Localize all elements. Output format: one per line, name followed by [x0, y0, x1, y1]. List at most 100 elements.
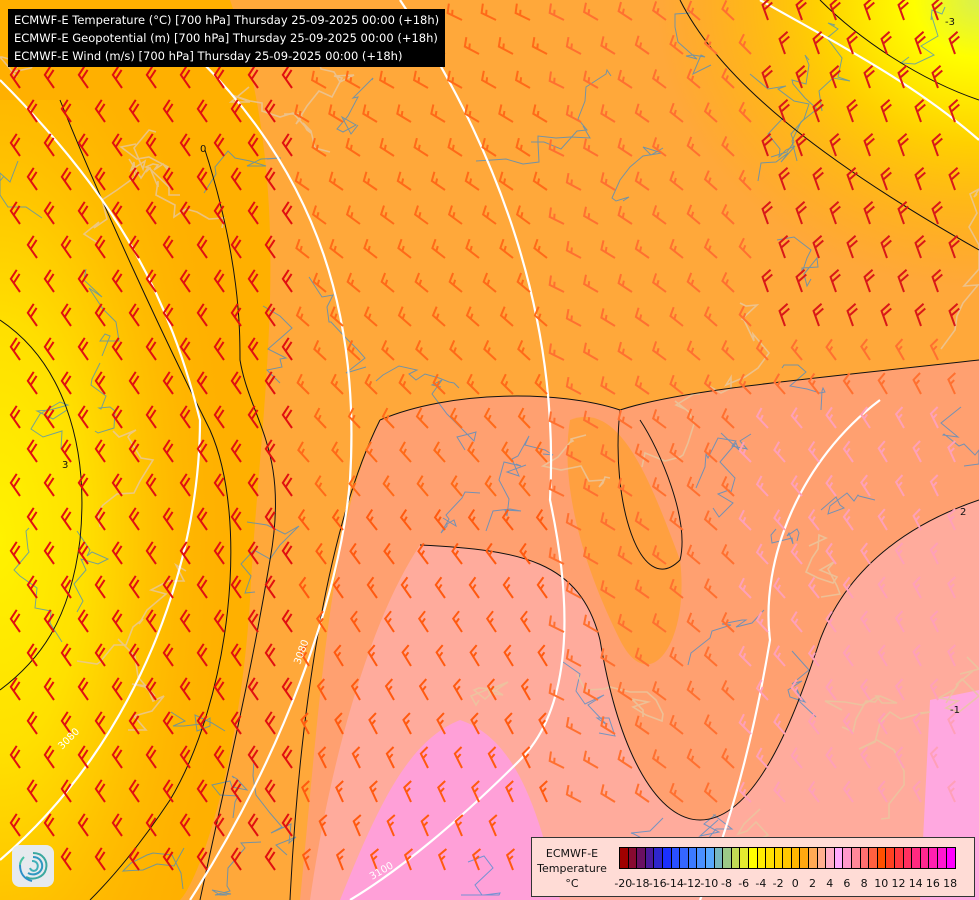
- wind-barb: [294, 104, 310, 123]
- wind-barb: [162, 575, 174, 599]
- wind-barb: [230, 711, 242, 735]
- wind-barb: [111, 337, 123, 361]
- wind-barb: [517, 407, 531, 429]
- wind-barb: [264, 779, 276, 803]
- wind-barb: [565, 444, 582, 463]
- wind-barb: [535, 441, 548, 463]
- wind-barb: [582, 410, 599, 429]
- legend-swatch: [705, 848, 715, 868]
- wind-barb: [368, 712, 378, 735]
- wind-barb: [914, 167, 926, 191]
- wind-barb: [145, 133, 157, 157]
- wind-barb: [9, 609, 21, 633]
- wind-barb: [755, 339, 769, 361]
- wind-barb: [669, 578, 684, 599]
- wind-barb: [9, 541, 21, 565]
- wind-barb: [196, 575, 208, 599]
- wind-barb: [213, 677, 225, 701]
- wind-barb: [363, 306, 378, 327]
- legend-tick-label: -12: [683, 877, 702, 890]
- wind-barb: [519, 542, 531, 565]
- wind-barb: [721, 0, 735, 21]
- wind-barb: [314, 475, 327, 497]
- wind-barb: [538, 712, 548, 735]
- wind-barb: [912, 440, 922, 463]
- wind-barb: [247, 541, 259, 565]
- wind-barb: [738, 645, 752, 667]
- wind-barb: [111, 473, 123, 497]
- wind-barb: [311, 205, 327, 225]
- legend-swatch: [662, 848, 672, 868]
- wind-barb: [145, 677, 157, 701]
- wind-barb: [264, 371, 276, 395]
- wind-barb: [686, 476, 701, 497]
- wind-barb: [196, 303, 208, 327]
- wind-barb: [669, 646, 684, 667]
- wind-barb: [281, 473, 293, 497]
- wind-barb: [26, 235, 38, 259]
- wind-barb: [761, 269, 773, 293]
- wind-barb: [362, 171, 378, 191]
- wind-barb: [145, 405, 157, 429]
- wind-barb: [807, 576, 820, 599]
- wind-barb: [313, 340, 327, 361]
- wind-barb: [703, 578, 718, 599]
- wind-barb: [247, 609, 259, 633]
- wind-barb: [415, 407, 429, 429]
- wind-barb: [179, 677, 191, 701]
- wind-barb: [600, 308, 616, 327]
- wind-barb: [863, 201, 875, 225]
- wind-barb: [230, 507, 242, 531]
- wind-barb: [213, 269, 225, 293]
- wind-barb: [281, 405, 293, 429]
- wind-barb: [310, 70, 327, 89]
- wind-barb: [94, 235, 106, 259]
- legend-swatch: [903, 848, 913, 868]
- wind-barb: [931, 269, 943, 293]
- wind-barb: [703, 102, 718, 123]
- wind-barb: [162, 99, 174, 123]
- wind-barb: [863, 269, 875, 293]
- wind-barb: [145, 201, 157, 225]
- wind-barb: [548, 139, 565, 157]
- wind-barb: [128, 371, 140, 395]
- wind-barb: [548, 71, 565, 89]
- wind-barb: [94, 99, 106, 123]
- wind-barb: [755, 407, 769, 429]
- legend-tick-label: -20: [614, 877, 633, 890]
- wind-barb: [846, 99, 858, 123]
- wind-barb: [77, 677, 89, 701]
- wind-barb: [565, 716, 582, 735]
- wind-barb: [437, 848, 448, 871]
- wind-barb: [617, 613, 633, 633]
- wind-barb: [385, 746, 395, 769]
- wind-barb: [77, 201, 89, 225]
- wind-barb: [297, 508, 310, 531]
- wind-barb: [196, 711, 208, 735]
- wind-barb: [331, 441, 344, 463]
- legend-swatch: [688, 848, 698, 868]
- wind-barb: [362, 104, 378, 123]
- legend-swatch: [852, 848, 861, 868]
- legend-swatch: [817, 848, 827, 868]
- legend-swatch: [654, 848, 663, 868]
- wind-barb: [162, 439, 174, 463]
- wind-barb: [738, 373, 752, 395]
- wind-barb: [825, 406, 837, 429]
- wind-barb: [43, 677, 55, 701]
- wind-barb: [929, 406, 939, 429]
- wind-barb: [9, 269, 21, 293]
- wind-barb: [565, 104, 582, 123]
- wind-barb: [533, 238, 548, 259]
- wind-barb: [773, 441, 786, 463]
- wind-barb: [382, 475, 395, 497]
- wind-barb: [281, 133, 293, 157]
- wind-barb: [383, 542, 395, 565]
- wind-barb: [498, 104, 514, 123]
- wind-barb: [451, 610, 463, 633]
- wind-barb: [548, 207, 565, 225]
- wind-barb: [634, 35, 650, 55]
- wind-barb: [634, 511, 650, 531]
- wind-barb: [651, 545, 667, 565]
- wind-barb: [829, 65, 841, 89]
